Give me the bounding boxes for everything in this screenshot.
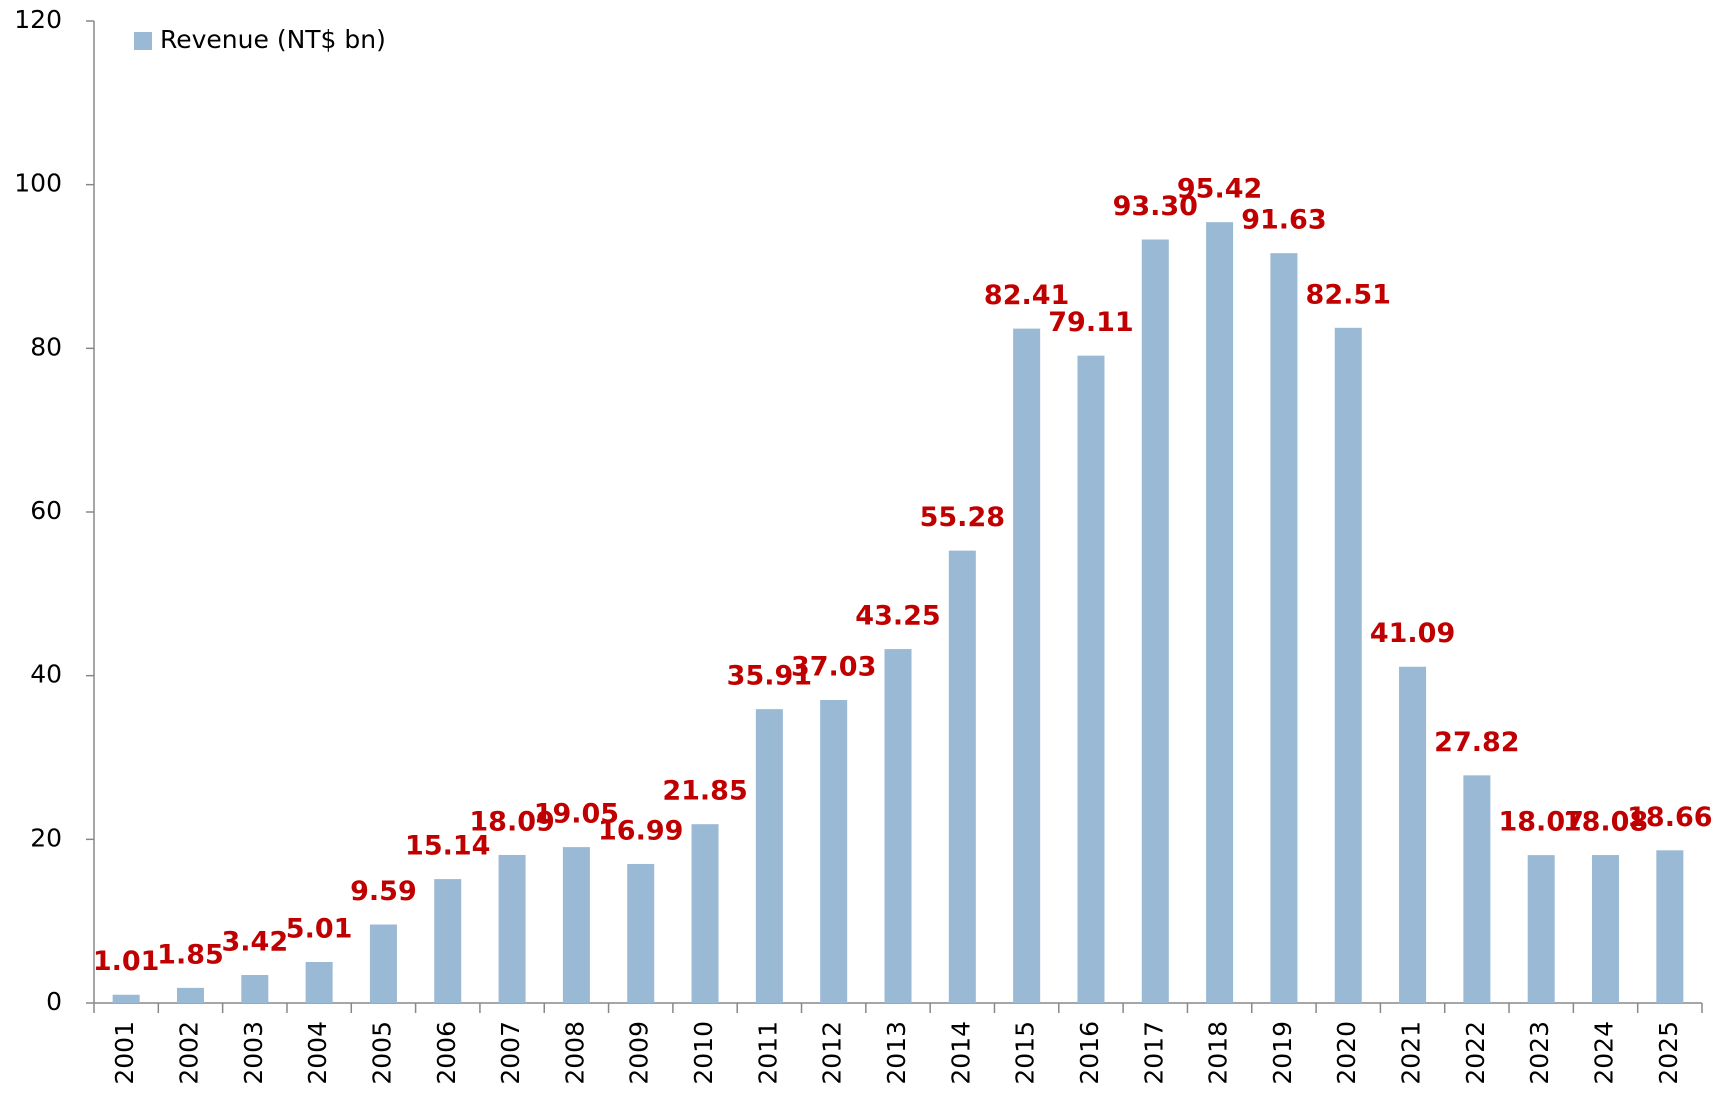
data-label: 1.01: [93, 946, 160, 977]
bar: [1399, 666, 1427, 1003]
x-tick-label: 2023: [1525, 1021, 1554, 1085]
data-label: 82.51: [1306, 279, 1391, 310]
x-tick-label: 2007: [496, 1021, 525, 1085]
data-label: 95.42: [1177, 174, 1262, 205]
bar: [241, 975, 269, 1003]
y-tick-label: 120: [14, 5, 62, 34]
data-label: 15.14: [405, 831, 490, 862]
x-tick-label: 2024: [1590, 1021, 1619, 1085]
data-label: 18.09: [469, 806, 554, 837]
x-tick-label: 2015: [1011, 1021, 1040, 1085]
bar: [1077, 355, 1105, 1004]
y-tick-label: 100: [14, 169, 62, 198]
x-tick-label: 2003: [239, 1021, 268, 1085]
bar: [176, 987, 204, 1003]
bar: [369, 924, 397, 1003]
data-label: 41.09: [1370, 618, 1455, 649]
y-tick-label: 20: [30, 823, 62, 852]
x-tick-label: 2016: [1075, 1021, 1104, 1085]
bar: [562, 847, 590, 1003]
x-tick-label: 2025: [1654, 1021, 1683, 1085]
x-tick-label: 2010: [689, 1021, 718, 1085]
y-tick-label: 40: [30, 660, 62, 689]
data-label: 55.28: [920, 502, 1005, 533]
x-tick-label: 2022: [1461, 1021, 1490, 1085]
x-tick-label: 2004: [303, 1021, 332, 1085]
y-tick-label: 60: [30, 496, 62, 525]
bar: [1463, 775, 1491, 1003]
data-label: 27.82: [1434, 727, 1519, 758]
legend-swatch: [134, 32, 152, 50]
bar: [1527, 855, 1555, 1003]
bar: [1141, 239, 1169, 1003]
bar: [755, 709, 783, 1003]
y-tick-label: 80: [30, 332, 62, 361]
y-tick-label: 0: [46, 987, 62, 1016]
bar: [1206, 222, 1234, 1003]
data-label: 93.30: [1113, 191, 1198, 222]
legend-label: Revenue (NT$ bn): [160, 25, 386, 54]
x-tick-label: 2009: [625, 1021, 654, 1085]
x-tick-label: 2005: [367, 1021, 396, 1085]
x-tick-label: 2019: [1268, 1021, 1297, 1085]
data-label: 19.05: [534, 799, 619, 830]
x-tick-label: 2011: [753, 1021, 782, 1085]
data-label: 21.85: [662, 776, 747, 807]
bar: [498, 854, 526, 1003]
data-label: 3.42: [221, 927, 288, 958]
x-tick-label: 2008: [560, 1021, 589, 1085]
x-tick-label: 2020: [1332, 1021, 1361, 1085]
data-label: 5.01: [286, 914, 353, 945]
data-label: 35.91: [727, 661, 812, 692]
data-label: 82.41: [984, 280, 1069, 311]
data-label: 79.11: [1048, 307, 1133, 338]
bar: [1334, 327, 1362, 1003]
bar: [884, 649, 912, 1003]
x-tick-label: 2013: [882, 1021, 911, 1085]
bar: [1656, 850, 1684, 1003]
bar: [1270, 253, 1298, 1004]
bar: [1013, 328, 1041, 1003]
x-tick-label: 2006: [432, 1021, 461, 1085]
data-label: 37.03: [791, 651, 876, 682]
data-label: 16.99: [598, 815, 683, 846]
bar: [305, 962, 333, 1003]
data-label: 18.66: [1627, 802, 1712, 833]
x-tick-label: 2018: [1204, 1021, 1233, 1085]
bar: [627, 863, 655, 1003]
bar: [820, 699, 848, 1003]
x-tick-label: 2012: [818, 1021, 847, 1085]
bar: [112, 994, 140, 1003]
data-label: 9.59: [350, 876, 417, 907]
x-tick-label: 2002: [174, 1021, 203, 1085]
x-tick-label: 2021: [1397, 1021, 1426, 1085]
bar: [948, 550, 976, 1003]
data-label: 43.25: [855, 601, 940, 632]
x-tick-label: 2017: [1139, 1021, 1168, 1085]
bar: [434, 879, 462, 1003]
bar: [691, 824, 719, 1003]
data-label: 18.08: [1563, 807, 1648, 838]
bar: [1592, 855, 1620, 1003]
x-tick-label: 2001: [110, 1021, 139, 1085]
data-label: 18.07: [1498, 807, 1583, 838]
x-tick-label: 2014: [946, 1021, 975, 1085]
data-label: 91.63: [1241, 205, 1326, 236]
data-label: 1.85: [157, 939, 224, 970]
